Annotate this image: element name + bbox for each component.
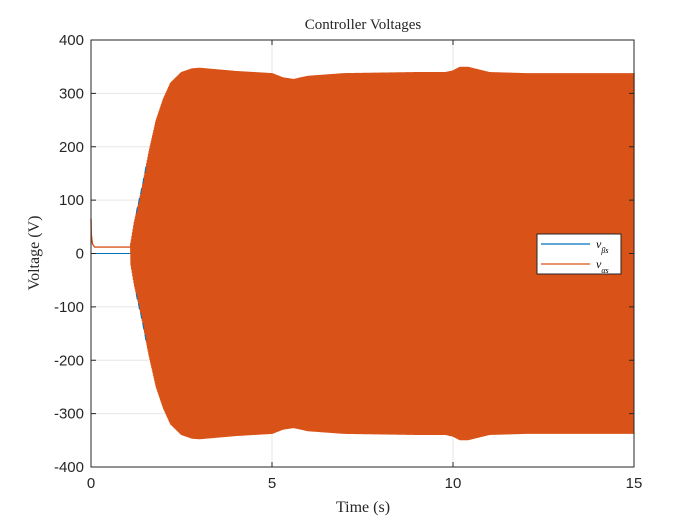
y-tick-label: 100 — [59, 192, 84, 209]
x-tick-label: 15 — [626, 475, 643, 492]
y-tick-label: 400 — [59, 32, 84, 49]
y-tick-label: 0 — [76, 246, 84, 263]
x-axis-label: Time (s) — [336, 499, 390, 516]
x-tick-label: 10 — [445, 475, 462, 492]
y-axis-label: Voltage (V) — [26, 216, 43, 291]
y-tick-label: -400 — [54, 459, 84, 476]
y-tick-label: 300 — [59, 85, 84, 102]
y-tick-label: -200 — [54, 352, 84, 369]
y-tick-label: -100 — [54, 299, 84, 316]
legend-box — [536, 233, 622, 275]
series-line-v-alpha-s — [90, 66, 635, 441]
chart-title: Controller Voltages — [305, 17, 422, 33]
y-tick-label: 200 — [59, 139, 84, 156]
y-tick-label: -300 — [54, 406, 84, 423]
series-fringe-v-beta-s — [135, 166, 147, 341]
x-tick-label: 5 — [268, 475, 276, 492]
x-tick-label: 0 — [87, 475, 95, 492]
